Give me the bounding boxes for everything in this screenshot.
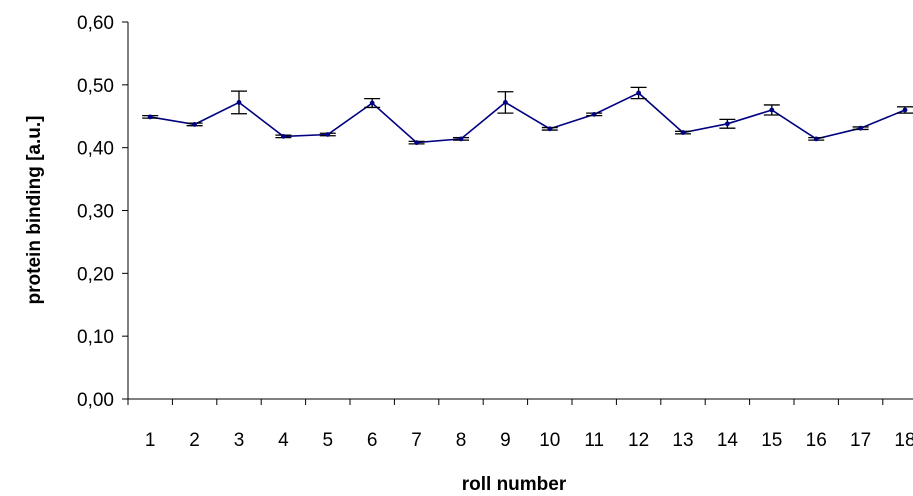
y-tick-label: 0,00 <box>77 390 114 411</box>
x-tick-label: 8 <box>456 430 467 451</box>
x-tick-label: 1 <box>145 430 156 451</box>
x-tick-label: 9 <box>500 430 511 451</box>
x-axis-title: roll number <box>462 474 567 495</box>
data-point <box>236 100 242 105</box>
data-point <box>680 130 686 135</box>
data-point <box>458 136 464 142</box>
y-tick-label: 0,10 <box>77 327 114 348</box>
x-tick-label: 15 <box>761 430 782 451</box>
x-axis: 1 2 3 4 5 6 7 8 9 10 11 12 13 14 15 16 17 18 <box>127 398 913 451</box>
data-point <box>414 140 419 146</box>
data-point <box>725 121 730 127</box>
x-tick-label: 2 <box>189 430 200 451</box>
x-tick-label: 11 <box>584 430 604 451</box>
series-line <box>150 92 906 144</box>
x-tick-label: 13 <box>672 430 693 451</box>
y-tick-label: 0,60 <box>77 13 114 34</box>
data-point <box>636 90 641 96</box>
data-point <box>281 133 286 139</box>
data-point <box>503 100 508 105</box>
data-point <box>813 136 819 142</box>
x-tick-label: 7 <box>411 430 422 451</box>
x-tick-label: 4 <box>278 430 289 451</box>
data-point <box>325 132 331 137</box>
data-point <box>858 125 863 131</box>
x-tick-label: 5 <box>323 430 334 451</box>
data-point <box>547 126 553 132</box>
plot-area <box>142 86 913 146</box>
y-tick-label: 0,30 <box>77 202 114 223</box>
data-point <box>902 107 908 113</box>
x-tick-label: 16 <box>806 430 827 451</box>
data-point <box>769 107 775 113</box>
data-point <box>369 100 375 106</box>
y-tick-label: 0,40 <box>77 139 114 160</box>
y-tick-label: 0,50 <box>77 76 114 97</box>
x-tick-label: 6 <box>367 430 378 451</box>
data-point <box>192 122 198 127</box>
data-point <box>147 114 153 120</box>
x-tick-label: 10 <box>539 430 560 451</box>
data-point <box>591 111 597 117</box>
x-tick-label: 12 <box>628 430 649 451</box>
x-tick-label: 17 <box>850 430 871 451</box>
x-tick-label: 14 <box>717 430 739 451</box>
y-tick-label: 0,20 <box>77 264 114 285</box>
x-tick-label: 18 <box>894 430 913 451</box>
y-axis-title: protein binding [a.u.] <box>24 116 45 305</box>
x-tick-label: 3 <box>234 430 245 451</box>
y-axis: 0,00 0,10 0,20 0,30 0,40 0,50 0,60 <box>77 13 129 411</box>
